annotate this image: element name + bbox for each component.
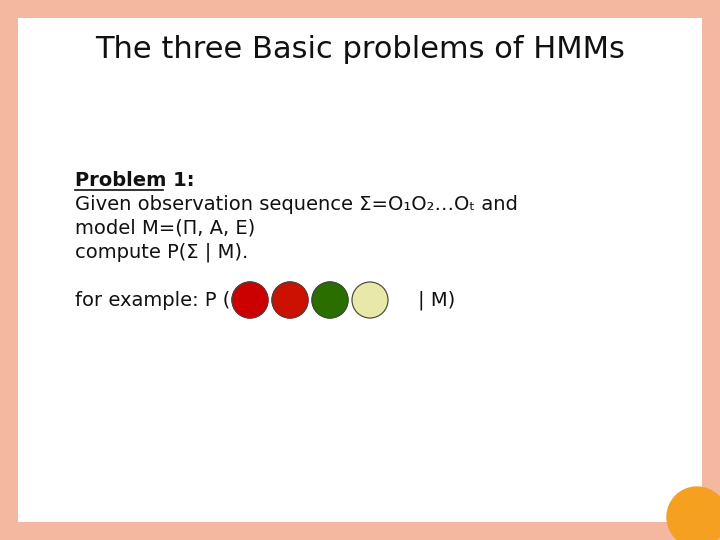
Circle shape bbox=[667, 487, 720, 540]
Circle shape bbox=[352, 282, 388, 318]
Text: Problem 1:: Problem 1: bbox=[75, 171, 194, 190]
Text: The three Basic problems of HMMs: The three Basic problems of HMMs bbox=[95, 36, 625, 64]
Text: compute P(Σ | M).: compute P(Σ | M). bbox=[75, 242, 248, 262]
Text: Given observation sequence Σ=O₁O₂…Oₜ and: Given observation sequence Σ=O₁O₂…Oₜ and bbox=[75, 194, 518, 213]
Text: | M): | M) bbox=[418, 291, 455, 310]
Text: for example: P (: for example: P ( bbox=[75, 291, 236, 309]
Circle shape bbox=[232, 282, 268, 318]
Circle shape bbox=[312, 282, 348, 318]
Text: model M=(Π, A, E): model M=(Π, A, E) bbox=[75, 219, 256, 238]
Circle shape bbox=[272, 282, 308, 318]
FancyBboxPatch shape bbox=[18, 18, 702, 522]
